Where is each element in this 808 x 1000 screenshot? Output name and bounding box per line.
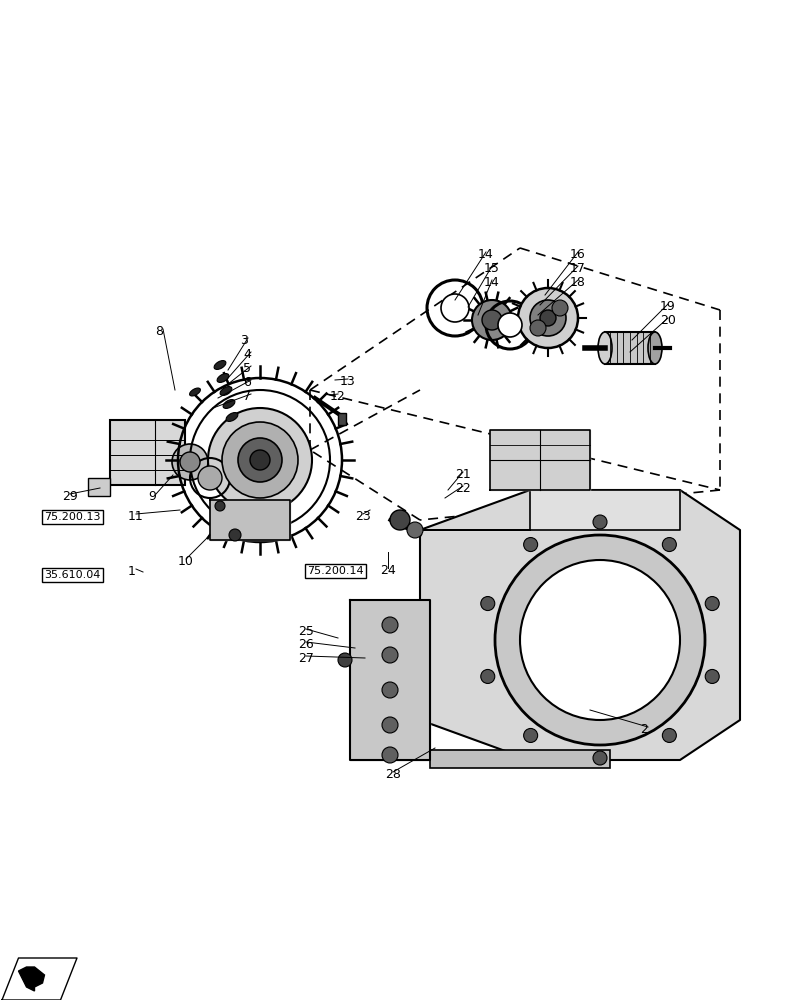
Circle shape: [382, 647, 398, 663]
Ellipse shape: [190, 388, 200, 396]
Text: 35.610.04: 35.610.04: [44, 570, 101, 580]
Ellipse shape: [648, 332, 662, 364]
Text: 8: 8: [155, 325, 163, 338]
Text: 14: 14: [484, 276, 500, 289]
Text: 16: 16: [570, 248, 586, 261]
Text: 1: 1: [128, 565, 136, 578]
Text: 21: 21: [455, 468, 471, 481]
Polygon shape: [420, 490, 740, 760]
Circle shape: [520, 560, 680, 720]
Text: 2: 2: [640, 723, 648, 736]
Ellipse shape: [226, 413, 238, 421]
Circle shape: [593, 751, 607, 765]
Circle shape: [338, 653, 352, 667]
Text: 12: 12: [330, 390, 346, 403]
Text: 22: 22: [455, 482, 471, 495]
FancyBboxPatch shape: [338, 413, 346, 425]
Circle shape: [481, 669, 494, 683]
Circle shape: [705, 597, 719, 611]
Text: 9: 9: [148, 490, 156, 503]
Text: 5: 5: [243, 362, 251, 375]
Circle shape: [215, 501, 225, 511]
Circle shape: [250, 450, 270, 470]
Ellipse shape: [220, 387, 232, 395]
Circle shape: [229, 529, 241, 541]
Text: 24: 24: [380, 564, 396, 577]
Text: 3: 3: [240, 334, 248, 347]
Circle shape: [390, 510, 410, 530]
Polygon shape: [2, 958, 77, 1000]
Polygon shape: [19, 967, 44, 991]
Ellipse shape: [598, 332, 612, 364]
Text: 25: 25: [298, 625, 314, 638]
Text: 6: 6: [243, 376, 250, 389]
Polygon shape: [210, 500, 290, 540]
Text: 27: 27: [298, 652, 314, 665]
Text: 17: 17: [570, 262, 586, 275]
Circle shape: [705, 669, 719, 683]
Text: 75.200.13: 75.200.13: [44, 512, 101, 522]
Text: 7: 7: [243, 390, 251, 403]
Text: 28: 28: [385, 768, 401, 781]
Bar: [605, 332, 655, 364]
Circle shape: [518, 288, 578, 348]
Circle shape: [472, 300, 512, 340]
Text: 26: 26: [298, 638, 314, 651]
Circle shape: [382, 717, 398, 733]
Circle shape: [441, 294, 469, 322]
Ellipse shape: [223, 400, 235, 408]
Circle shape: [530, 320, 546, 336]
Text: 23: 23: [355, 510, 371, 523]
Text: 18: 18: [570, 276, 586, 289]
Circle shape: [498, 313, 522, 337]
Circle shape: [198, 466, 222, 490]
Circle shape: [663, 538, 676, 552]
FancyBboxPatch shape: [88, 478, 110, 496]
Text: 14: 14: [478, 248, 494, 261]
Circle shape: [552, 300, 568, 316]
Circle shape: [382, 747, 398, 763]
Bar: [430, 750, 610, 768]
Text: 13: 13: [340, 375, 356, 388]
Circle shape: [481, 597, 494, 611]
Circle shape: [524, 538, 537, 552]
Circle shape: [524, 728, 537, 742]
Circle shape: [482, 310, 502, 330]
Polygon shape: [350, 600, 430, 760]
Circle shape: [593, 515, 607, 529]
Text: 29: 29: [62, 490, 78, 503]
Circle shape: [180, 452, 200, 472]
Circle shape: [540, 310, 556, 326]
Polygon shape: [490, 430, 590, 490]
Text: 75.200.14: 75.200.14: [307, 566, 364, 576]
Circle shape: [172, 444, 208, 480]
Text: 20: 20: [660, 314, 675, 327]
Circle shape: [222, 422, 298, 498]
Circle shape: [238, 438, 282, 482]
Circle shape: [495, 535, 705, 745]
Polygon shape: [420, 490, 680, 530]
Text: 19: 19: [660, 300, 675, 313]
Circle shape: [530, 300, 566, 336]
Circle shape: [208, 408, 312, 512]
Ellipse shape: [217, 374, 229, 382]
Text: 15: 15: [484, 262, 500, 275]
Text: 10: 10: [178, 555, 194, 568]
Text: 4: 4: [243, 348, 250, 361]
Circle shape: [663, 728, 676, 742]
Ellipse shape: [214, 361, 226, 369]
Circle shape: [407, 522, 423, 538]
Circle shape: [382, 617, 398, 633]
FancyBboxPatch shape: [110, 420, 185, 485]
Circle shape: [382, 682, 398, 698]
Text: 11: 11: [128, 510, 144, 523]
